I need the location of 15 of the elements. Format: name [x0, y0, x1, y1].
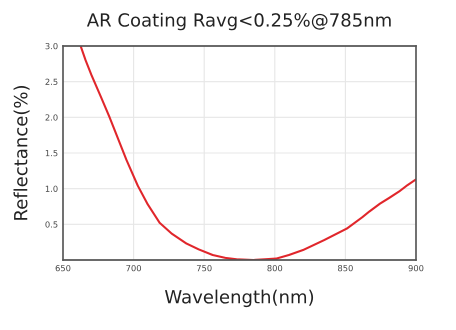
chart-title: AR Coating Ravg<0.25%@785nm [86, 12, 391, 30]
y-tick-label: 2.0 [45, 114, 58, 121]
x-tick-label: 650 [56, 265, 70, 272]
y-tick-label: 0.5 [45, 221, 58, 228]
x-tick-label: 850 [338, 265, 353, 272]
y-tick-label: 3.0 [46, 42, 58, 50]
x-tick-label: 900 [408, 265, 424, 272]
y-tick-label: 1.5 [46, 150, 58, 156]
x-axis-title: Wavelength(nm) [164, 290, 314, 308]
y-tick-label: 1.0 [46, 186, 58, 192]
y-axis-title: Reflectance(%) [14, 86, 30, 220]
y-tick-label: 2.5 [45, 78, 58, 85]
x-tick-label: 700 [126, 265, 141, 272]
x-tick-label: 750 [196, 265, 212, 272]
x-tick-label: 800 [267, 265, 282, 272]
